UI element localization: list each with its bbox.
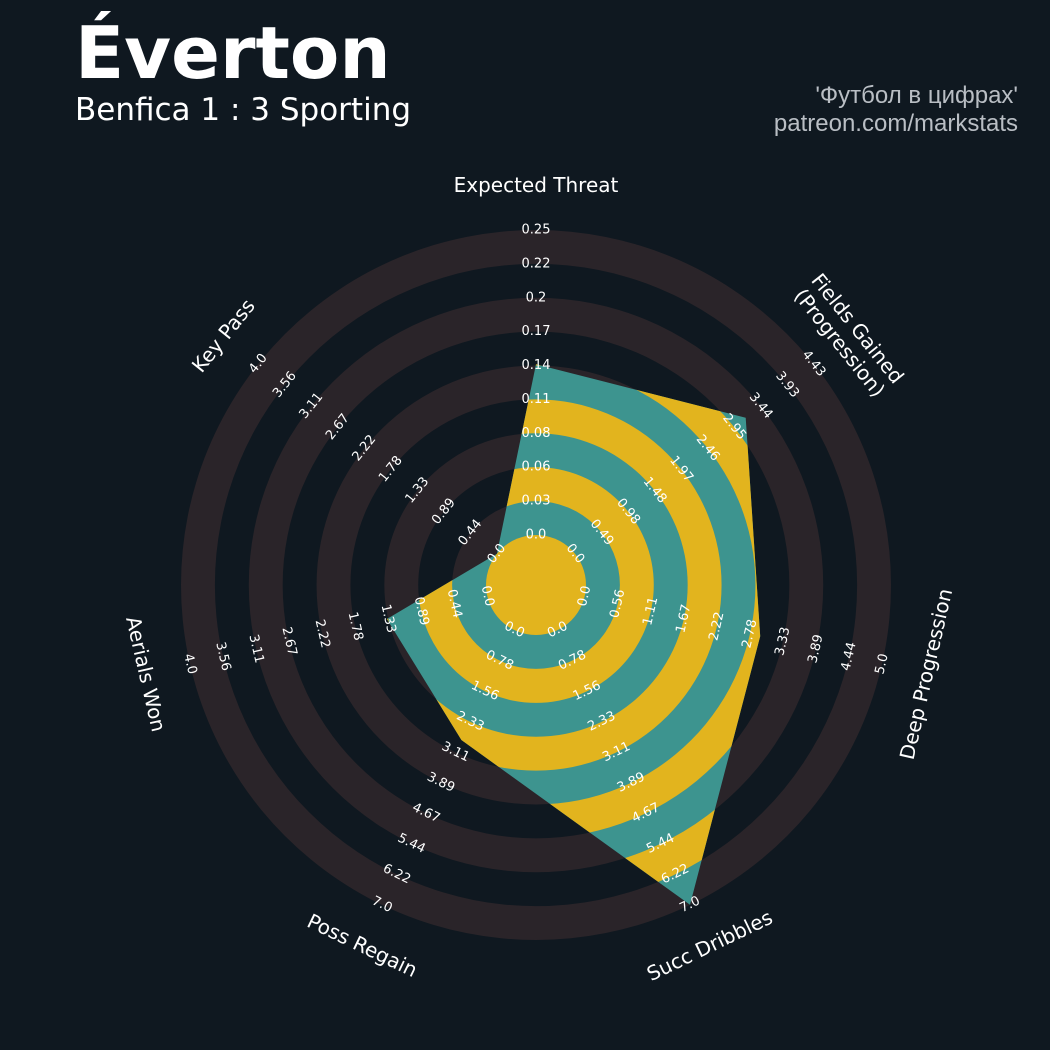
tick-label: 5.0 bbox=[872, 652, 891, 676]
axis-title: Poss Regain bbox=[303, 909, 421, 982]
axis-title: Expected Threat bbox=[454, 173, 619, 197]
tick-label: 3.56 bbox=[212, 641, 233, 673]
credit-url: patreon.com/markstats bbox=[773, 110, 1018, 137]
tick-label: 0.06 bbox=[522, 460, 551, 475]
chart-title: Éverton bbox=[75, 11, 391, 95]
tick-label: 0.11 bbox=[522, 392, 551, 407]
chart-subtitle: Benfica 1 : 3 Sporting bbox=[75, 92, 412, 128]
tick-label: 4.44 bbox=[839, 641, 860, 673]
tick-label: 3.89 bbox=[805, 633, 826, 665]
tick-label: 3.33 bbox=[772, 626, 793, 658]
tick-label: 0.0 bbox=[478, 584, 497, 608]
tick-label: 2.78 bbox=[739, 618, 760, 650]
tick-label: 1.33 bbox=[378, 603, 399, 635]
tick-label: 1.11 bbox=[640, 595, 661, 627]
tick-label: 0.14 bbox=[522, 358, 551, 373]
tick-label: 3.11 bbox=[245, 633, 266, 665]
tick-label: 4.0 bbox=[180, 652, 199, 676]
tick-label: 2.22 bbox=[312, 618, 333, 650]
tick-label: 0.22 bbox=[522, 256, 551, 271]
tick-label: 0.56 bbox=[607, 588, 628, 620]
tick-label: 0.44 bbox=[444, 588, 465, 620]
tick-label: 1.78 bbox=[345, 611, 366, 643]
tick-label: 0.03 bbox=[522, 494, 551, 509]
tick-label: 2.22 bbox=[706, 611, 727, 643]
tick-label: 0.0 bbox=[575, 584, 594, 608]
tick-label: 0.08 bbox=[522, 426, 551, 441]
tick-label: 0.0 bbox=[526, 528, 547, 543]
tick-label: 1.67 bbox=[673, 603, 694, 635]
axis-title: Aerials Won bbox=[121, 614, 171, 734]
axis-title: Deep Progression bbox=[895, 586, 957, 762]
tick-label: 0.25 bbox=[522, 223, 551, 238]
tick-label: 0.17 bbox=[522, 324, 551, 339]
credit-line: 'Футбол в цифрах' bbox=[815, 82, 1018, 109]
tick-label: 0.2 bbox=[526, 290, 547, 305]
polygon-bands bbox=[386, 364, 761, 905]
tick-label: 2.67 bbox=[278, 626, 299, 658]
tick-label: 0.89 bbox=[411, 595, 432, 627]
polygon-center bbox=[486, 535, 586, 635]
axis-title: Succ Dribbles bbox=[643, 905, 776, 986]
